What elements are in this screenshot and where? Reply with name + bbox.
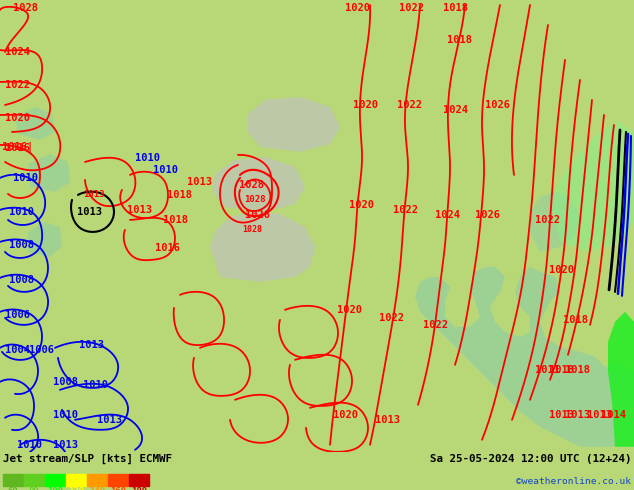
Text: 1018: 1018 [564, 315, 588, 325]
Text: 1026: 1026 [486, 100, 510, 110]
Text: 1022: 1022 [398, 100, 422, 110]
Text: 1018: 1018 [443, 3, 467, 13]
Text: 1026: 1026 [476, 210, 500, 220]
Text: 1013: 1013 [550, 410, 574, 420]
Text: 1020: 1020 [349, 200, 375, 210]
Text: 1018: 1018 [448, 35, 472, 45]
Text: 120: 120 [68, 487, 84, 490]
Text: Jet stream/SLP [kts] ECMWF: Jet stream/SLP [kts] ECMWF [3, 454, 172, 464]
Polygon shape [28, 222, 62, 257]
Text: 1020: 1020 [550, 265, 574, 275]
Text: 1018: 1018 [566, 365, 590, 375]
Text: 1008: 1008 [53, 377, 77, 387]
Text: 1013: 1013 [127, 205, 153, 215]
Text: 1013: 1013 [588, 410, 612, 420]
Bar [108, 474, 128, 486]
Text: 1004: 1004 [6, 345, 30, 355]
Text: 1010: 1010 [82, 380, 108, 390]
Text: 60: 60 [8, 487, 18, 490]
Text: 1011: 1011 [536, 365, 560, 375]
Text: 1024: 1024 [443, 105, 467, 115]
Text: 1024: 1024 [436, 210, 460, 220]
Text: 1022: 1022 [422, 320, 448, 330]
Text: 100: 100 [47, 487, 63, 490]
Text: 1010: 1010 [13, 173, 37, 183]
Text: 1013: 1013 [188, 177, 212, 187]
Polygon shape [530, 192, 580, 252]
Text: Sa 25-05-2024 12:00 UTC (12+24): Sa 25-05-2024 12:00 UTC (12+24) [429, 454, 631, 464]
Bar [87, 474, 107, 486]
Text: 1022: 1022 [392, 205, 418, 215]
Text: 1013: 1013 [79, 340, 105, 350]
Text: 1008: 1008 [10, 240, 34, 250]
Text: 1016: 1016 [6, 143, 30, 153]
Text: 1028: 1028 [244, 196, 266, 204]
Text: 1022: 1022 [6, 80, 30, 90]
Text: 1018: 1018 [550, 365, 574, 375]
Polygon shape [415, 267, 634, 447]
Text: 1018: 1018 [162, 215, 188, 225]
Text: 80: 80 [29, 487, 39, 490]
Text: 1013: 1013 [566, 410, 590, 420]
Text: 1020: 1020 [337, 305, 363, 315]
Text: 1013: 1013 [98, 415, 122, 425]
Text: 1013: 1013 [375, 415, 401, 425]
Text: ©weatheronline.co.uk: ©weatheronline.co.uk [516, 477, 631, 486]
Text: 1010: 1010 [153, 165, 178, 175]
Bar [3, 474, 23, 486]
Polygon shape [212, 157, 305, 212]
Text: 140: 140 [89, 487, 105, 490]
Text: 1018: 1018 [167, 190, 193, 200]
Bar [24, 474, 44, 486]
Text: 1028: 1028 [242, 225, 262, 234]
Text: 1020: 1020 [332, 410, 358, 420]
Text: 1020: 1020 [346, 3, 370, 13]
Text: 1013: 1013 [83, 191, 105, 199]
Polygon shape [248, 97, 340, 152]
Text: 1022: 1022 [380, 313, 404, 323]
Polygon shape [15, 107, 55, 140]
Text: 1028: 1028 [240, 180, 264, 190]
Text: 1013: 1013 [53, 440, 77, 450]
Polygon shape [552, 122, 634, 252]
Text: 1020: 1020 [6, 113, 30, 123]
Text: 1028: 1028 [13, 3, 37, 13]
Text: 1016|: 1016| [3, 143, 34, 153]
Polygon shape [210, 212, 315, 282]
Text: 1010: 1010 [18, 440, 42, 450]
Text: 1014: 1014 [602, 410, 626, 420]
Polygon shape [608, 312, 634, 447]
Text: 1026: 1026 [245, 210, 271, 220]
Text: 1006: 1006 [6, 310, 30, 320]
Text: 1024: 1024 [6, 47, 30, 57]
Text: 1022: 1022 [399, 3, 425, 13]
Text: 1016: 1016 [155, 243, 181, 253]
Text: 1006: 1006 [30, 345, 55, 355]
Polygon shape [28, 154, 70, 192]
Bar [129, 474, 149, 486]
Text: 160: 160 [110, 487, 126, 490]
Text: 1022: 1022 [536, 215, 560, 225]
Text: 1020: 1020 [353, 100, 377, 110]
Text: 1010: 1010 [136, 153, 160, 163]
Text: 1013: 1013 [77, 207, 103, 217]
Bar [66, 474, 86, 486]
Bar [45, 474, 65, 486]
Text: 180: 180 [131, 487, 147, 490]
Text: 1008: 1008 [10, 275, 34, 285]
Text: 1010: 1010 [53, 410, 77, 420]
Text: 1010: 1010 [10, 207, 34, 217]
